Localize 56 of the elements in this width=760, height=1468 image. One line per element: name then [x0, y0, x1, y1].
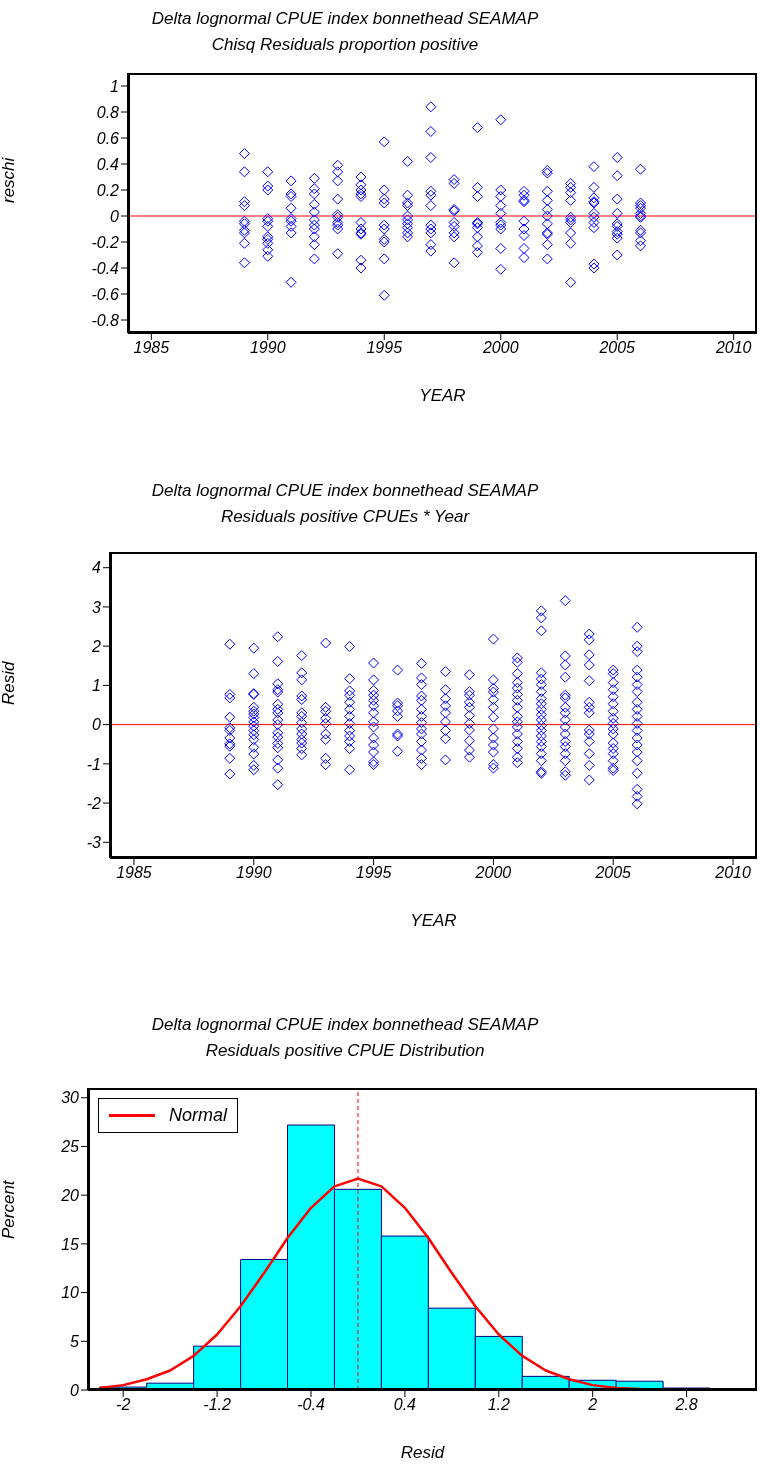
- y-tick-label: -3: [86, 833, 102, 851]
- y-tick-label: 0.2: [96, 181, 120, 199]
- x-tick-label: 2000: [481, 339, 519, 357]
- x-tick-label: 2005: [594, 864, 632, 882]
- y-tick-label: 3: [92, 598, 102, 616]
- y-tick-label: -0.2: [91, 233, 120, 251]
- y-tick-label: 4: [92, 559, 102, 577]
- y-tick-label: 0.8: [96, 103, 120, 121]
- y-axis-title: reschi: [0, 156, 19, 203]
- y-tick-label: 2: [91, 637, 102, 655]
- x-tick-label: 1990: [235, 864, 272, 882]
- y-tick-label: 1: [92, 677, 101, 695]
- chart-subtitle: Residuals positive CPUEs * Year: [219, 506, 471, 528]
- x-tick-label: 1995: [355, 864, 392, 882]
- y-tick-label: 1: [110, 77, 119, 95]
- y-tick-label: 0.6: [96, 129, 120, 147]
- y-axis-title: Percent: [0, 1179, 19, 1239]
- y-tick-label: 0: [70, 1381, 80, 1399]
- x-axis-title: Resid: [400, 1443, 445, 1462]
- x-tick-label: 1985: [116, 864, 152, 882]
- x-tick-label: 2005: [598, 339, 636, 357]
- y-tick-label: -0.6: [91, 285, 120, 303]
- x-axis-title: YEAR: [419, 386, 466, 405]
- x-tick-label: 0.4: [393, 1396, 417, 1414]
- x-tick-label: 2000: [474, 864, 512, 882]
- x-tick-label: 2010: [714, 864, 751, 882]
- legend-label: Normal: [169, 1105, 228, 1126]
- x-tick-label: -1.2: [203, 1396, 231, 1414]
- x-tick-label: 1995: [366, 339, 403, 357]
- chart-title: Delta lognormal CPUE index bonnethead SEAMAP: [150, 1014, 540, 1036]
- y-tick-label: -0.8: [91, 311, 120, 329]
- y-tick-label: 30: [61, 1089, 80, 1107]
- y-tick-label: 15: [61, 1235, 80, 1253]
- y-tick-label: 0: [92, 716, 102, 734]
- y-tick-label: 0: [110, 207, 120, 225]
- chart-subtitle: Chisq Residuals proportion positive: [210, 34, 480, 56]
- x-tick-label: 1985: [133, 339, 170, 357]
- x-tick-label: 2010: [714, 339, 752, 357]
- x-tick-label: 1.2: [487, 1396, 511, 1414]
- y-tick-label: 10: [61, 1284, 80, 1302]
- x-tick-label: 2.8: [674, 1396, 698, 1414]
- y-tick-label: 25: [60, 1138, 80, 1156]
- x-tick-label: 1990: [249, 339, 286, 357]
- y-tick-label: 0.4: [96, 155, 120, 173]
- x-tick-label: 2: [587, 1396, 598, 1414]
- y-tick-label: -2: [86, 794, 102, 812]
- y-axis-title: Resid: [0, 660, 19, 705]
- chart-title: Delta lognormal CPUE index bonnethead SEAMAP: [150, 8, 540, 30]
- y-tick-label: -0.4: [91, 259, 120, 277]
- y-tick-label: -1: [86, 755, 101, 773]
- y-tick-label: 20: [60, 1186, 80, 1204]
- y-tick-label: 5: [70, 1332, 80, 1350]
- chart-title: Delta lognormal CPUE index bonnethead SEAMAP: [150, 480, 540, 502]
- x-tick-label: -0.4: [297, 1396, 325, 1414]
- x-axis-title: YEAR: [410, 911, 457, 930]
- chart-subtitle: Residuals positive CPUE Distribution: [204, 1040, 486, 1062]
